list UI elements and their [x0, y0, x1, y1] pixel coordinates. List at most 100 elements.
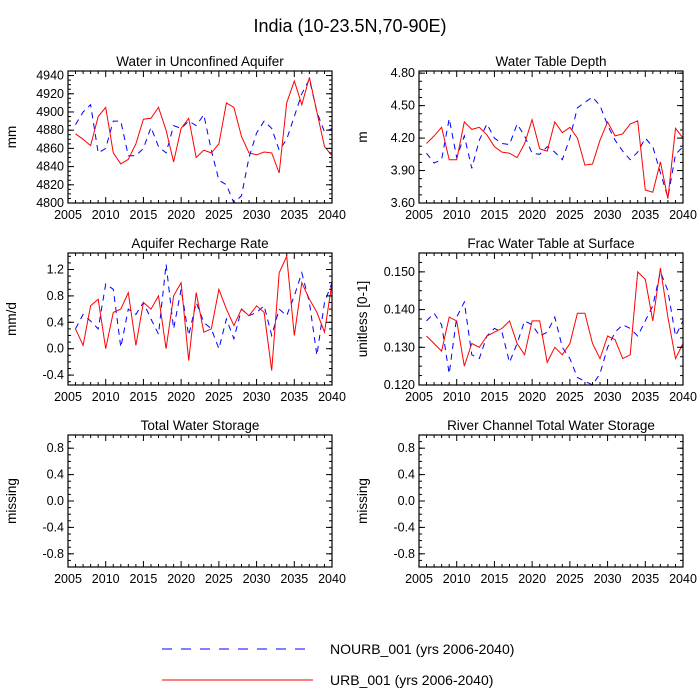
y-tick-label: 0.0: [398, 494, 415, 508]
y-tick-label: 4800: [36, 196, 64, 210]
chart-panel-6: River Channel Total Water Storage missing…: [355, 418, 697, 586]
y-tick-label: 0.4: [47, 315, 64, 329]
y-tick-label: 0.8: [47, 441, 64, 455]
chart-panel-4: Frac Water Table at Surface unitless [0-1…: [355, 236, 697, 404]
series-line-nourb-001: [426, 270, 683, 385]
y-tick-label: 3.60: [391, 196, 415, 210]
y-tick-label: 3.90: [391, 164, 415, 178]
plot-frame: [67, 70, 333, 204]
y-axis-label: missing: [4, 478, 19, 524]
x-tick-label: 2025: [556, 572, 584, 586]
y-tick-label: 0.0: [47, 342, 64, 356]
plot-frame: [418, 252, 684, 386]
series-line-nourb-001: [426, 96, 683, 198]
panel-title: River Channel Total Water Storage: [447, 418, 655, 433]
x-tick-label: 2005: [405, 572, 433, 586]
x-tick-label: 2005: [405, 390, 433, 404]
series-group: [426, 268, 683, 385]
y-axis-label: m: [355, 131, 370, 142]
series-group: [75, 254, 332, 371]
series-line-urb-001: [426, 268, 683, 367]
x-tick-label: 2010: [92, 208, 120, 222]
legend-label: URB_001 (yrs 2006-2040): [330, 672, 493, 688]
x-tick-label: 2010: [92, 390, 120, 404]
legend-item-1: NOURB_001 (yrs 2006-2040): [162, 641, 514, 657]
y-axis-label: mm/d: [4, 302, 19, 336]
x-tick-label: 2010: [443, 390, 471, 404]
x-tick-label: 2030: [243, 572, 271, 586]
y-tick-label: 4940: [36, 69, 64, 83]
panel-title: Total Water Storage: [141, 418, 260, 433]
x-tick-label: 2020: [167, 390, 195, 404]
panel-title: Water Table Depth: [495, 54, 606, 69]
x-tick-label: 2035: [631, 208, 659, 222]
y-tick-label: -0.4: [42, 520, 64, 534]
y-tick-label: 4860: [36, 141, 64, 155]
legend: NOURB_001 (yrs 2006-2040) URB_001 (yrs 20…: [162, 641, 514, 688]
x-tick-label: 2015: [481, 390, 509, 404]
series-line-urb-001: [426, 117, 683, 199]
x-tick-label: 2040: [669, 208, 697, 222]
x-tick-label: 2040: [318, 208, 346, 222]
y-tick-label: 4880: [36, 123, 64, 137]
y-tick-label: 0.4: [47, 468, 64, 482]
x-tick-label: 2035: [280, 390, 308, 404]
plot-frame: [418, 434, 684, 568]
legend-label: NOURB_001 (yrs 2006-2040): [330, 641, 514, 657]
x-tick-label: 2030: [594, 208, 622, 222]
x-tick-label: 2010: [443, 572, 471, 586]
figure-title: India (10-23.5N,70-90E): [253, 16, 446, 36]
y-axis-label: mm: [4, 126, 19, 149]
chart-panel-2: Water Table Depth m 2005 2010 2015 2020 2025 20…: [355, 54, 697, 222]
y-tick-label: 0.8: [398, 441, 415, 455]
x-tick-label: 2020: [518, 572, 546, 586]
x-tick-label: 2005: [405, 208, 433, 222]
y-tick-label: 1.2: [47, 263, 64, 277]
y-axis-label: unitless [0-1]: [355, 281, 370, 358]
x-tick-label: 2020: [167, 572, 195, 586]
x-tick-label: 2030: [594, 390, 622, 404]
x-tick-label: 2010: [443, 208, 471, 222]
x-tick-label: 2025: [205, 208, 233, 222]
x-tick-label: 2015: [130, 572, 158, 586]
y-tick-label: 0.0: [47, 494, 64, 508]
x-tick-label: 2015: [481, 572, 509, 586]
x-tick-label: 2030: [594, 572, 622, 586]
x-tick-label: 2040: [669, 390, 697, 404]
x-tick-label: 2015: [130, 390, 158, 404]
panel-title: Frac Water Table at Surface: [467, 236, 634, 251]
chart-panel-5: Total Water Storage missing 2005 2010 2015 20…: [4, 418, 346, 586]
y-tick-label: 0.8: [47, 289, 64, 303]
y-tick-label: 0.120: [384, 378, 415, 392]
x-tick-label: 2025: [205, 390, 233, 404]
series-line-urb-001: [75, 254, 332, 371]
x-tick-label: 2040: [669, 572, 697, 586]
legend-item-2: URB_001 (yrs 2006-2040): [162, 672, 493, 688]
y-tick-label: -0.8: [42, 547, 64, 561]
x-tick-label: 2015: [130, 208, 158, 222]
series-group: [75, 77, 332, 203]
x-tick-label: 2020: [518, 390, 546, 404]
x-tick-label: 2005: [54, 208, 82, 222]
x-tick-label: 2030: [243, 390, 271, 404]
x-tick-label: 2020: [518, 208, 546, 222]
plot-frame: [67, 252, 333, 386]
y-tick-label: -0.4: [393, 520, 415, 534]
y-axis-label: missing: [355, 478, 370, 524]
y-tick-label: 4900: [36, 105, 64, 119]
y-tick-label: 4.50: [391, 99, 415, 113]
x-tick-label: 2025: [556, 390, 584, 404]
y-tick-label: 4.80: [391, 66, 415, 80]
panel-title: Water in Unconfined Aquifer: [116, 54, 284, 69]
x-tick-label: 2015: [481, 208, 509, 222]
x-tick-label: 2025: [556, 208, 584, 222]
y-tick-label: 0.4: [398, 468, 415, 482]
chart-panel-1: Water in Unconfined Aquifer mm 2005 2010 201…: [4, 54, 346, 222]
y-tick-label: -0.8: [393, 547, 415, 561]
x-tick-label: 2035: [280, 208, 308, 222]
x-tick-label: 2035: [631, 572, 659, 586]
chart-panels: Water in Unconfined Aquifer mm 2005 2010 201…: [4, 54, 697, 586]
series-line-nourb-001: [75, 77, 332, 203]
x-tick-label: 2035: [631, 390, 659, 404]
